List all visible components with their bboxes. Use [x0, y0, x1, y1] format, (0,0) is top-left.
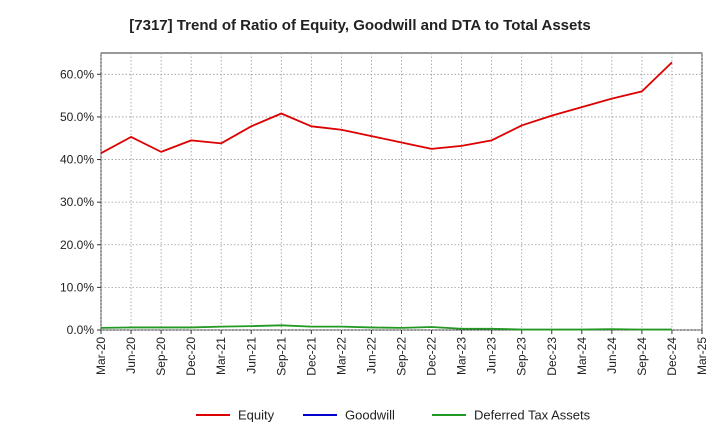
y-tick-label: 20.0%	[60, 238, 94, 252]
y-tick-label: 40.0%	[60, 153, 94, 167]
x-tick-label: Dec-23	[545, 337, 559, 376]
y-tick-label: 50.0%	[60, 110, 94, 124]
legend: Equity Goodwill Deferred Tax Assets	[196, 408, 591, 423]
x-tick-label: Mar-23	[455, 337, 469, 375]
x-tick-label: Mar-21	[214, 337, 228, 375]
x-tick-label: Sep-22	[395, 337, 409, 376]
x-tick-label: Dec-24	[665, 337, 679, 376]
x-tick-label: Sep-24	[635, 337, 649, 376]
x-tick-label: Dec-20	[184, 337, 198, 376]
x-tick-label: Sep-21	[274, 337, 288, 376]
x-tick-label: Mar-25	[695, 337, 709, 375]
x-tick-label: Jun-24	[605, 337, 619, 374]
y-tick-label: 30.0%	[60, 195, 94, 209]
x-tick-label: Dec-21	[304, 337, 318, 376]
x-tick-label: Jun-21	[244, 337, 258, 374]
series-line-equity	[100, 61, 673, 154]
legend-label-goodwill: Goodwill	[345, 408, 395, 423]
x-tick-label: Dec-22	[425, 337, 439, 376]
x-tick-label: Mar-20	[94, 337, 108, 375]
y-tick-label: 0.0%	[67, 323, 95, 337]
x-tick-label: Sep-23	[515, 337, 529, 376]
y-axis: 0.0% 10.0% 20.0% 30.0% 40.0% 50.0% 60.0%	[60, 67, 101, 337]
series-line-deferred-tax-assets	[100, 324, 672, 331]
x-axis: Mar-20 Jun-20 Sep-20 Dec-20 Mar-21 Jun-21 Sep-…	[94, 330, 709, 376]
series-lines	[100, 61, 673, 331]
y-tick-label: 60.0%	[60, 67, 94, 81]
x-tick-label: Sep-20	[154, 337, 168, 376]
y-tick-label: 10.0%	[60, 280, 94, 294]
x-tick-label: Jun-22	[364, 337, 378, 374]
chart-title: [7317] Trend of Ratio of Equity, Goodwil…	[129, 17, 590, 34]
legend-label-deferred-tax-assets: Deferred Tax Assets	[474, 408, 591, 423]
grid-lines	[100, 53, 703, 331]
x-tick-label: Mar-22	[334, 337, 348, 375]
x-tick-label: Jun-20	[124, 337, 138, 374]
x-tick-label: Mar-24	[575, 337, 589, 375]
x-tick-label: Jun-23	[485, 337, 499, 374]
legend-label-equity: Equity	[238, 408, 275, 423]
